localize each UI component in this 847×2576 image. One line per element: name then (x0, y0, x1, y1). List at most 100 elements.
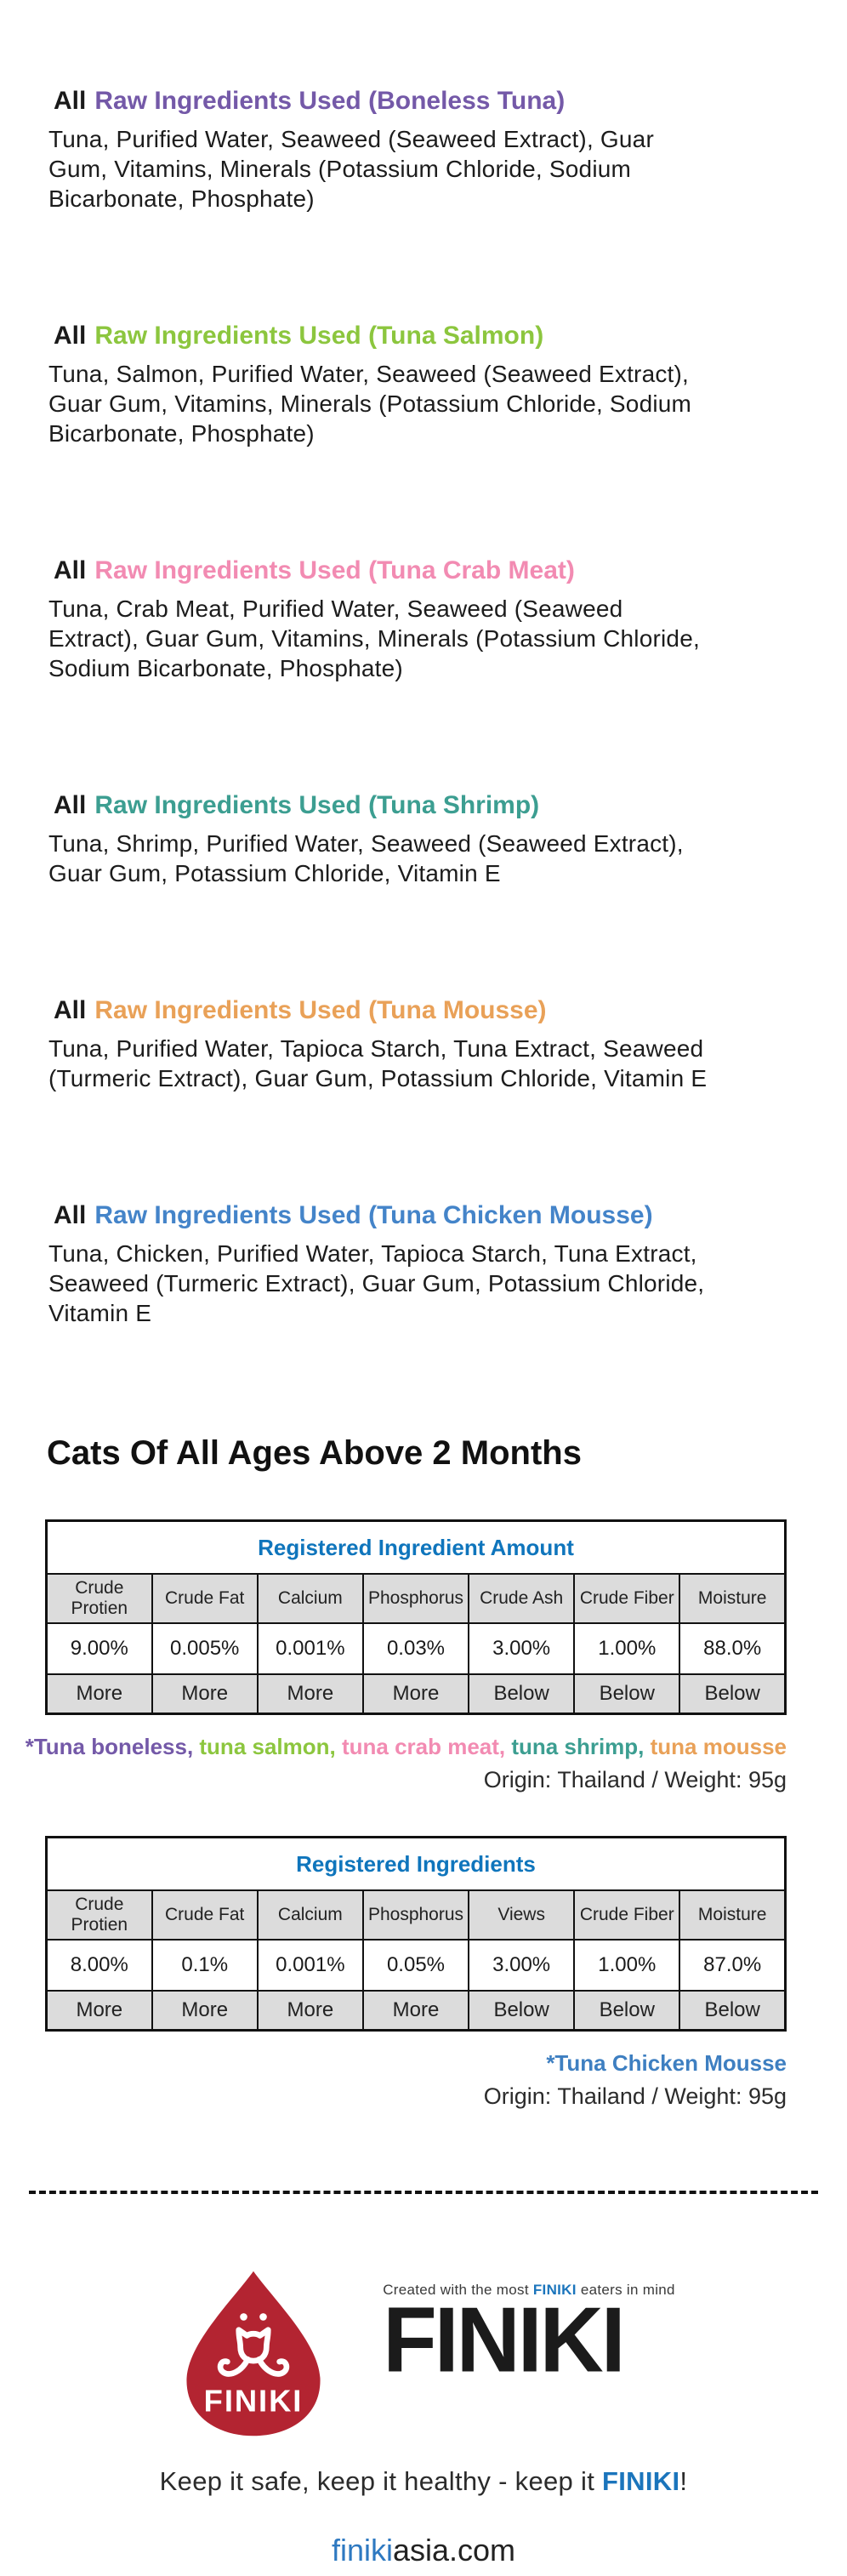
qualifier-cell: Below (679, 1990, 787, 2032)
qualifier-cell: More (151, 1990, 259, 2032)
origin-weight-line: Origin: Thailand / Weight: 95g (483, 1767, 787, 1792)
table-value-row: 8.00% 0.1% 0.001% 0.05% 3.00% 1.00% 87.0… (45, 1939, 787, 1992)
heading-prefix: All (54, 322, 87, 350)
dashed-divider (29, 2191, 818, 2194)
qualifier-cell: More (45, 1990, 153, 2032)
qualifier-cell: More (45, 1673, 153, 1715)
value-cell: 87.0% (679, 1939, 787, 1992)
column-header: Crude Fat (151, 1889, 259, 1941)
column-header: Views (468, 1889, 576, 1941)
section-heading: All Raw Ingredients Used (Tuna Salmon) (54, 320, 729, 352)
age-heading: Cats Of All Ages Above 2 Months (47, 1434, 582, 1472)
section-tuna-crab-meat: All Raw Ingredients Used (Tuna Crab Meat)… (48, 555, 729, 683)
table-value-row: 9.00% 0.005% 0.001% 0.03% 3.00% 1.00% 88… (45, 1622, 787, 1675)
heading-prefix: All (54, 556, 87, 584)
table-qualifier-row: More More More More Below Below Below (45, 1673, 787, 1715)
footnote-part: tuna mousse (644, 1734, 787, 1759)
created-brand: FINIKI (532, 2282, 577, 2298)
brand-tagline: Keep it safe, keep it healthy - keep it … (0, 2466, 847, 2497)
column-header: Calcium (256, 1573, 364, 1624)
heading-prefix: All (54, 996, 87, 1024)
wordmark-column: Created with the most FINIKI eaters in m… (383, 2266, 675, 2392)
qualifier-cell: More (151, 1673, 259, 1715)
ingredient-list: Tuna, Salmon, Purified Water, Seaweed (S… (48, 361, 692, 447)
column-header: Calcium (256, 1889, 364, 1941)
ingredient-list: Tuna, Purified Water, Tapioca Starch, Tu… (48, 1035, 708, 1091)
column-header: Moisture (679, 1889, 787, 1941)
value-cell: 0.001% (256, 1622, 364, 1675)
section-tuna-chicken-mousse: All Raw Ingredients Used (Tuna Chicken Mo… (48, 1200, 729, 1328)
qualifier-cell: More (256, 1990, 364, 2032)
section-heading: All Raw Ingredients Used (Tuna Crab Meat) (54, 555, 729, 587)
section-tuna-salmon: All Raw Ingredients Used (Tuna Salmon) Tu… (48, 320, 729, 448)
heading-title: Raw Ingredients Used (Tuna Mousse) (94, 996, 547, 1024)
value-cell: 0.1% (151, 1939, 259, 1992)
tagline-prefix: Keep it safe, keep it healthy - keep it (159, 2466, 603, 2496)
website-brand: finiki (331, 2533, 393, 2567)
table-title: Registered Ingredient Amount (45, 1519, 787, 1575)
section-heading: All Raw Ingredients Used (Boneless Tuna) (54, 85, 729, 117)
heading-title: Raw Ingredients Used (Tuna Shrimp) (94, 791, 540, 819)
table-header-row: Crude Protien Crude Fat Calcium Phosphor… (45, 1889, 787, 1941)
column-header: Crude Protien (45, 1573, 153, 1624)
origin-weight-line: Origin: Thailand / Weight: 95g (483, 2083, 787, 2109)
qualifier-cell: Below (573, 1990, 681, 2032)
column-header: Moisture (679, 1573, 787, 1624)
column-header: Phosphorus (361, 1889, 470, 1941)
value-cell: 88.0% (679, 1622, 787, 1675)
ingredient-list: Tuna, Crab Meat, Purified Water, Seaweed… (48, 596, 700, 681)
column-header: Crude Ash (468, 1573, 576, 1624)
tagline-brand: FINIKI (602, 2466, 680, 2496)
heading-title: Raw Ingredients Used (Tuna Salmon) (94, 322, 544, 350)
ingredient-list: Tuna, Chicken, Purified Water, Tapioca S… (48, 1240, 705, 1326)
ingredient-list: Tuna, Purified Water, Seaweed (Seaweed E… (48, 126, 654, 212)
created-prefix: Created with the most (383, 2282, 533, 2298)
heading-prefix: All (54, 87, 87, 115)
value-cell: 8.00% (45, 1939, 153, 1992)
footnote-part: *Tuna boneless, (25, 1734, 194, 1759)
section-heading: All Raw Ingredients Used (Tuna Chicken Mo… (54, 1200, 729, 1232)
column-header: Phosphorus (361, 1573, 470, 1624)
table2-variant-footnote: *Tuna Chicken Mousse (0, 2050, 787, 2077)
heading-prefix: All (54, 791, 87, 819)
registered-ingredient-amount-table: Registered Ingredient Amount Crude Proti… (45, 1519, 787, 1715)
heading-title: Raw Ingredients Used (Tuna Chicken Mouss… (94, 1201, 653, 1229)
value-cell: 3.00% (468, 1939, 576, 1992)
section-boneless-tuna: All Raw Ingredients Used (Boneless Tuna) … (48, 85, 729, 214)
column-header: Crude Protien (45, 1889, 153, 1941)
column-header: Crude Fiber (573, 1889, 681, 1941)
footnote-part: tuna shrimp, (505, 1734, 645, 1759)
section-heading: All Raw Ingredients Used (Tuna Mousse) (54, 994, 729, 1027)
logo-text: FINIKI (204, 2384, 304, 2419)
value-cell: 9.00% (45, 1622, 153, 1675)
column-header: Crude Fiber (573, 1573, 681, 1624)
section-tuna-mousse: All Raw Ingredients Used (Tuna Mousse) Tu… (48, 994, 729, 1093)
cat-face-icon (217, 2313, 290, 2377)
value-cell: 0.05% (361, 1939, 470, 1992)
heading-title: Raw Ingredients Used (Tuna Crab Meat) (94, 556, 575, 584)
table1-variant-footnote: *Tuna boneless, tuna salmon, tuna crab m… (0, 1734, 787, 1760)
website-link[interactable]: finikiasia.com (0, 2533, 847, 2568)
footer-brand-block: FINIKI Created with the most FINIKI eate… (0, 2266, 847, 2441)
website-rest: asia.com (392, 2533, 516, 2567)
value-cell: 0.005% (151, 1622, 259, 1675)
footnote-part: *Tuna Chicken Mousse (546, 2050, 787, 2076)
ingredient-list: Tuna, Shrimp, Purified Water, Seaweed (S… (48, 830, 684, 886)
droplet-shape: FINIKI (186, 2271, 321, 2436)
qualifier-cell: Below (468, 1673, 576, 1715)
qualifier-cell: Below (468, 1990, 576, 2032)
section-heading: All Raw Ingredients Used (Tuna Shrimp) (54, 789, 729, 822)
finiki-wordmark: FINIKI (383, 2288, 625, 2392)
table-qualifier-row: More More More More Below Below Below (45, 1990, 787, 2032)
registered-ingredients-table: Registered Ingredients Crude Protien Cru… (45, 1836, 787, 2032)
qualifier-cell: More (361, 1673, 470, 1715)
footnote-part: tuna salmon, (193, 1734, 336, 1759)
value-cell: 1.00% (573, 1622, 681, 1675)
value-cell: 3.00% (468, 1622, 576, 1675)
created-suffix: eaters in mind (576, 2282, 675, 2298)
finiki-droplet-logo: FINIKI (172, 2266, 335, 2441)
value-cell: 0.03% (361, 1622, 470, 1675)
column-header: Crude Fat (151, 1573, 259, 1624)
table-title: Registered Ingredients (45, 1836, 787, 1891)
